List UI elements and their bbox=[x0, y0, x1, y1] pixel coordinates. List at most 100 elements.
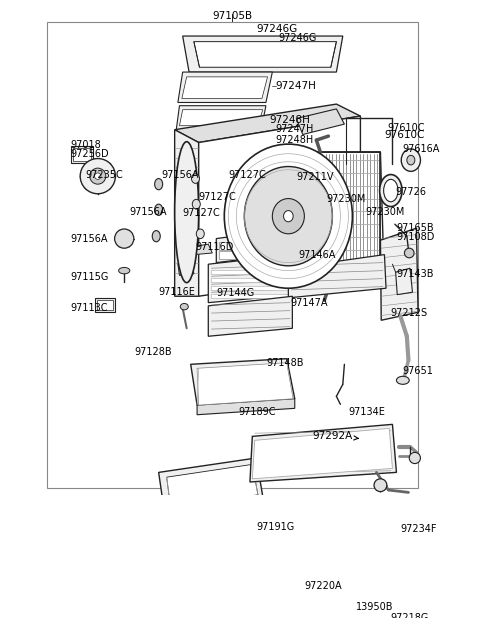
Ellipse shape bbox=[192, 174, 200, 184]
Text: 97146A: 97146A bbox=[299, 250, 336, 260]
Text: 97147A: 97147A bbox=[290, 298, 327, 308]
Ellipse shape bbox=[224, 144, 352, 288]
Ellipse shape bbox=[384, 179, 398, 201]
Ellipse shape bbox=[155, 204, 163, 216]
Polygon shape bbox=[183, 36, 343, 72]
Text: 97616A: 97616A bbox=[403, 144, 440, 154]
Text: 97256D: 97256D bbox=[71, 149, 109, 159]
Ellipse shape bbox=[115, 229, 134, 248]
Polygon shape bbox=[396, 268, 412, 295]
Text: 97156A: 97156A bbox=[71, 234, 108, 243]
Text: 97128B: 97128B bbox=[134, 347, 172, 357]
Ellipse shape bbox=[119, 268, 130, 274]
Text: 97211V: 97211V bbox=[296, 172, 334, 182]
Bar bbox=[212, 278, 288, 282]
Text: 97212S: 97212S bbox=[390, 308, 427, 318]
Text: 97144G: 97144G bbox=[216, 288, 254, 298]
Bar bbox=[71, 146, 93, 163]
Text: 13950B: 13950B bbox=[357, 602, 394, 612]
Ellipse shape bbox=[407, 155, 415, 165]
Ellipse shape bbox=[90, 168, 106, 184]
Ellipse shape bbox=[405, 248, 414, 258]
Bar bbox=[212, 294, 288, 298]
Bar bbox=[295, 152, 381, 288]
Polygon shape bbox=[290, 152, 384, 288]
Text: 97610C: 97610C bbox=[388, 122, 425, 132]
Text: 97726: 97726 bbox=[396, 187, 427, 197]
Ellipse shape bbox=[95, 173, 101, 179]
Ellipse shape bbox=[192, 200, 200, 209]
Ellipse shape bbox=[401, 149, 420, 171]
Text: 97247H: 97247H bbox=[276, 82, 316, 91]
Text: 97248H: 97248H bbox=[276, 135, 314, 145]
Bar bbox=[219, 252, 291, 260]
Polygon shape bbox=[208, 296, 292, 336]
Polygon shape bbox=[191, 358, 295, 405]
Polygon shape bbox=[178, 263, 194, 276]
Polygon shape bbox=[194, 41, 336, 67]
Polygon shape bbox=[288, 255, 386, 298]
Ellipse shape bbox=[374, 479, 387, 491]
Ellipse shape bbox=[272, 198, 304, 234]
Polygon shape bbox=[199, 116, 360, 296]
Polygon shape bbox=[216, 228, 295, 263]
Polygon shape bbox=[197, 399, 295, 415]
Text: 97230M: 97230M bbox=[327, 194, 366, 204]
Text: 97246G: 97246G bbox=[256, 23, 298, 33]
Text: 97230M: 97230M bbox=[365, 206, 405, 216]
Ellipse shape bbox=[244, 166, 332, 266]
Polygon shape bbox=[175, 130, 199, 296]
Ellipse shape bbox=[155, 179, 163, 190]
Text: 97248H: 97248H bbox=[269, 115, 310, 125]
Text: 97113C: 97113C bbox=[71, 303, 108, 313]
Text: 97127C: 97127C bbox=[199, 192, 237, 202]
Text: 97127C: 97127C bbox=[183, 208, 220, 218]
Polygon shape bbox=[252, 428, 393, 479]
Text: 97610C: 97610C bbox=[384, 130, 425, 140]
Text: 97018: 97018 bbox=[71, 140, 101, 150]
Polygon shape bbox=[167, 464, 258, 507]
Ellipse shape bbox=[196, 229, 204, 239]
Text: 97247H: 97247H bbox=[276, 124, 314, 134]
Polygon shape bbox=[296, 109, 345, 135]
Text: 97292A: 97292A bbox=[312, 431, 359, 441]
Ellipse shape bbox=[380, 174, 402, 206]
Polygon shape bbox=[208, 255, 295, 303]
Text: 97220A: 97220A bbox=[304, 582, 342, 591]
Polygon shape bbox=[178, 72, 272, 103]
Text: 97115G: 97115G bbox=[71, 272, 109, 282]
Polygon shape bbox=[175, 104, 360, 143]
Polygon shape bbox=[197, 363, 293, 405]
Text: 97148B: 97148B bbox=[266, 358, 303, 368]
Text: 97116E: 97116E bbox=[159, 287, 195, 297]
Polygon shape bbox=[381, 228, 418, 320]
Ellipse shape bbox=[80, 159, 115, 194]
Polygon shape bbox=[250, 425, 396, 482]
Ellipse shape bbox=[409, 452, 420, 464]
Text: 97156A: 97156A bbox=[130, 206, 168, 216]
Polygon shape bbox=[192, 244, 212, 255]
Text: 97116D: 97116D bbox=[195, 242, 234, 252]
Text: 97127C: 97127C bbox=[228, 170, 266, 180]
Ellipse shape bbox=[180, 303, 188, 310]
Polygon shape bbox=[176, 106, 266, 130]
Ellipse shape bbox=[396, 376, 409, 384]
Text: 97165B: 97165B bbox=[396, 222, 434, 232]
Polygon shape bbox=[182, 77, 267, 98]
Text: 97143B: 97143B bbox=[396, 269, 434, 279]
Text: 97156A: 97156A bbox=[162, 170, 199, 180]
Bar bbox=[95, 298, 115, 312]
Bar bbox=[73, 148, 91, 161]
Text: 97134E: 97134E bbox=[348, 407, 385, 417]
Bar bbox=[212, 270, 288, 274]
Ellipse shape bbox=[175, 142, 199, 282]
Text: 97246G: 97246G bbox=[279, 33, 317, 43]
Polygon shape bbox=[180, 109, 263, 125]
Bar bbox=[97, 300, 113, 310]
Text: 97105B: 97105B bbox=[212, 11, 252, 21]
Text: 97218G: 97218G bbox=[391, 612, 429, 618]
Bar bbox=[219, 242, 291, 250]
Text: 97234F: 97234F bbox=[400, 523, 437, 533]
Text: 97108D: 97108D bbox=[396, 232, 435, 242]
Text: 97651: 97651 bbox=[402, 366, 433, 376]
